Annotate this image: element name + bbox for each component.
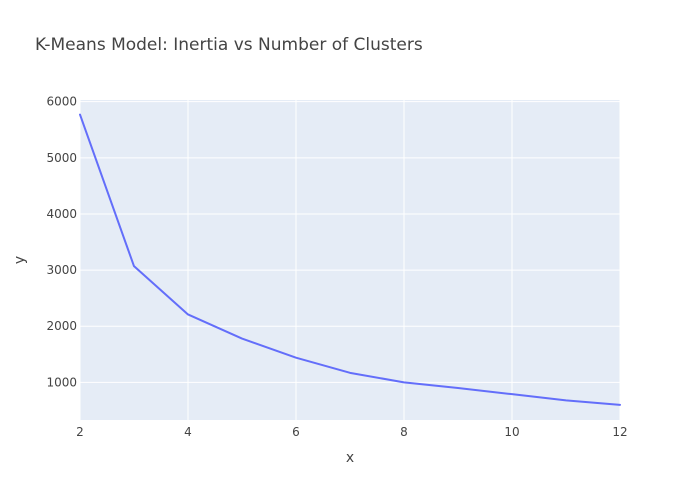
y-tick-label: 3000 [46,263,77,277]
y-tick-labels: 1000 2000 3000 4000 5000 6000 [46,95,77,390]
x-tick-labels: 2 4 6 8 10 12 [76,425,627,439]
x-axis-title: x [346,450,354,466]
x-tick-label: 6 [292,425,300,439]
y-tick-label: 4000 [46,207,77,221]
y-tick-label: 2000 [46,319,77,333]
x-gridlines [79,100,621,420]
series-line [79,113,621,406]
x-tick-label: 12 [612,425,627,439]
y-tick-label: 6000 [46,95,77,109]
y-tick-label: 5000 [46,151,77,165]
chart-title: K-Means Model: Inertia vs Number of Clus… [35,35,423,55]
x-tick-label: 4 [184,425,192,439]
series-layer [79,113,621,406]
plot-area [80,100,620,420]
y-axis-title: y [12,256,28,264]
y-gridlines [80,101,620,383]
y-tick-label: 1000 [46,375,77,389]
x-tick-label: 10 [504,425,519,439]
x-tick-label: 2 [76,425,84,439]
x-tick-label: 8 [400,425,408,439]
